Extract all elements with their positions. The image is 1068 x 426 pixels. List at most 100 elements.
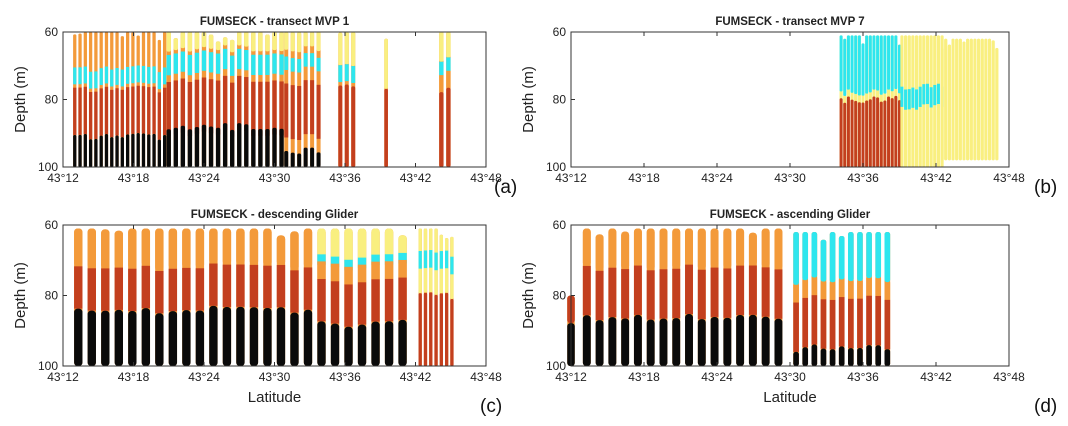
profile-group-1 (73, 32, 167, 168)
x-tick-label: 43°18 (628, 171, 660, 185)
profile-column (929, 35, 933, 167)
profile-column (980, 38, 984, 161)
profile-group-3 (418, 228, 454, 366)
profile-marks (567, 228, 891, 366)
profile-group-2 (166, 32, 284, 168)
profile-column (208, 34, 214, 168)
x-tick-label: 43°42 (400, 370, 432, 384)
profile-column (646, 228, 655, 366)
y-tick-label: 80 (45, 289, 59, 303)
profile-column (894, 35, 898, 167)
x-tick-label: 43°12 (47, 171, 79, 185)
x-tick-label: 43°48 (993, 370, 1025, 384)
profile-column (991, 40, 995, 161)
profile-column (201, 32, 207, 167)
profile-column (820, 239, 827, 366)
x-tick-label: 43°48 (993, 171, 1025, 185)
x-tick-label: 43°18 (628, 370, 660, 384)
profile-column (966, 38, 970, 161)
profile-column (925, 35, 929, 167)
profile-column (104, 32, 109, 167)
profile-column (736, 228, 745, 366)
x-tick-label: 43°24 (701, 171, 733, 185)
chart-panel-3: FUMSECK - descending Glider 43°12 43°18 43°… (12, 209, 502, 417)
profile-column (904, 35, 908, 167)
profile-column (351, 32, 356, 167)
y-tick-label: 60 (553, 25, 567, 39)
profile-column (958, 38, 962, 161)
profile-column (272, 32, 277, 167)
profile-column (868, 35, 872, 167)
profile-column (284, 32, 289, 167)
profile-column (936, 35, 940, 167)
profile-column (110, 32, 114, 167)
profile-column (911, 35, 915, 167)
profile-column (180, 32, 186, 167)
x-tick-label: 43°42 (920, 171, 952, 185)
y-tick-label: 80 (45, 93, 59, 107)
chart-panel-4: FUMSECK - ascending Glider 43°12 43°18 43°2… (520, 209, 1057, 417)
profile-column (290, 32, 295, 167)
profile-marks (839, 35, 999, 168)
profile-column (162, 32, 167, 167)
profile-column (608, 228, 617, 366)
y-tick-label: 80 (553, 93, 567, 107)
profile-column (338, 32, 343, 168)
profile-group-3 (940, 38, 999, 161)
profile-column (811, 232, 818, 366)
profile-column (78, 33, 82, 168)
profile-column (128, 228, 137, 366)
x-tick-label: 43°48 (470, 370, 502, 384)
profile-column (866, 232, 872, 366)
profile-column (887, 35, 891, 167)
x-tick-label: 43°12 (47, 370, 79, 384)
profile-column (152, 32, 156, 167)
x-tick-label: 43°30 (774, 171, 806, 185)
x-axis-label: Latitude (763, 389, 816, 406)
profile-group-2 (317, 228, 407, 366)
profile-column (839, 35, 843, 167)
profile-column (303, 32, 308, 167)
profile-group-4 (338, 32, 356, 168)
profile-column (872, 35, 876, 167)
profile-column (155, 228, 164, 366)
profile-column (344, 228, 353, 366)
profile-column (258, 32, 263, 167)
profile-column (297, 32, 302, 167)
profile-column (697, 228, 706, 366)
x-tick-label: 43°18 (118, 370, 150, 384)
profile-marks (74, 228, 454, 366)
panel-label: (b) (1034, 177, 1057, 198)
profile-column (279, 32, 284, 167)
profile-column (99, 32, 103, 167)
profile-column (875, 232, 882, 366)
profile-column (973, 38, 977, 161)
x-tick-label: 43°48 (470, 171, 502, 185)
y-tick-label: 100 (546, 359, 566, 373)
profile-column (907, 35, 911, 167)
profile-column (249, 228, 259, 366)
profile-column (222, 37, 228, 168)
chart-panel-1: FUMSECK - transect MVP 1 43°12 43°18 43°24 4… (12, 16, 517, 198)
profile-column (848, 232, 854, 366)
y-tick-label: 60 (45, 25, 59, 39)
profile-column (846, 35, 850, 167)
y-tick-label: 100 (38, 359, 58, 373)
profile-column (73, 34, 77, 167)
profile-column (748, 232, 757, 366)
profile-column (450, 236, 454, 366)
x-tick-label: 43°12 (555, 171, 587, 185)
profile-column (141, 32, 146, 167)
x-tick-label: 43°36 (329, 171, 361, 185)
profile-column (265, 34, 270, 168)
profile-column (141, 228, 151, 366)
profile-column (244, 32, 249, 167)
profile-column (371, 228, 380, 366)
profile-column (962, 41, 966, 161)
profile-column (857, 232, 863, 366)
profile-column (125, 32, 130, 167)
chart-panel-2: FUMSECK - transect MVP 7 43°12 43°18 43°24 4… (520, 16, 1057, 198)
profile-column (861, 43, 865, 168)
profile-column (995, 47, 999, 161)
x-tick-label: 43°24 (188, 370, 220, 384)
